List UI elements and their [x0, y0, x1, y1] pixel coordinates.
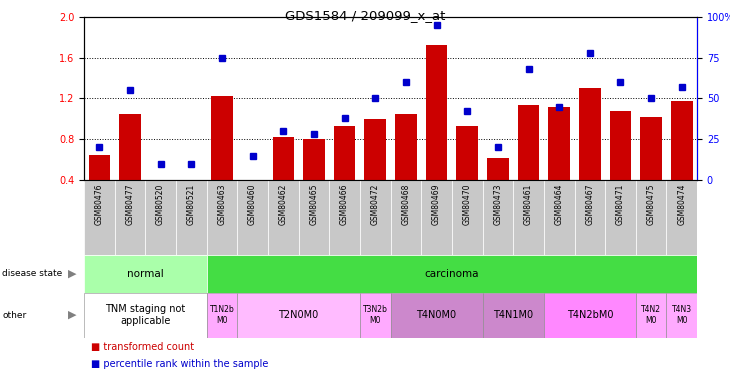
Text: GSM80465: GSM80465 [310, 184, 318, 225]
Text: GSM80521: GSM80521 [187, 184, 196, 225]
Text: GSM80471: GSM80471 [616, 184, 625, 225]
Text: GSM80460: GSM80460 [248, 184, 257, 225]
Text: T3N2b
M0: T3N2b M0 [363, 305, 388, 325]
Text: ■ percentile rank within the sample: ■ percentile rank within the sample [91, 359, 269, 369]
Text: T4N2
M0: T4N2 M0 [641, 305, 661, 325]
Text: T4N1M0: T4N1M0 [493, 310, 533, 320]
Bar [671, 102, 693, 180]
Text: GSM80463: GSM80463 [218, 184, 226, 225]
Bar [84, 255, 207, 292]
Bar [610, 111, 631, 180]
Bar [426, 45, 447, 180]
Bar [272, 137, 294, 180]
Bar [487, 158, 509, 180]
Text: ▶: ▶ [68, 310, 77, 320]
Bar [303, 139, 325, 180]
Text: GSM80468: GSM80468 [402, 184, 410, 225]
Bar [544, 292, 636, 338]
Bar [452, 180, 483, 255]
Text: GSM80477: GSM80477 [126, 184, 134, 225]
Bar [242, 180, 264, 182]
Bar [666, 180, 697, 255]
Text: disease state: disease state [2, 269, 63, 278]
Text: GSM80520: GSM80520 [156, 184, 165, 225]
Bar [211, 96, 233, 180]
Text: T4N2bM0: T4N2bM0 [566, 310, 613, 320]
Text: carcinoma: carcinoma [425, 269, 479, 279]
Text: GSM80473: GSM80473 [493, 184, 502, 225]
Bar [456, 126, 478, 180]
Bar [237, 292, 360, 338]
Bar [483, 292, 544, 338]
Bar [84, 292, 207, 338]
Bar [84, 180, 115, 255]
Text: normal: normal [127, 269, 164, 279]
Text: ▶: ▶ [68, 269, 77, 279]
Bar [329, 180, 360, 255]
Bar [544, 180, 575, 255]
Bar [207, 180, 237, 255]
Bar [180, 180, 202, 182]
Bar [150, 180, 172, 182]
Text: GSM80472: GSM80472 [371, 184, 380, 225]
Bar [391, 180, 421, 255]
Bar [207, 255, 697, 292]
Bar [421, 180, 452, 255]
Text: ■ transformed count: ■ transformed count [91, 342, 194, 352]
Bar [268, 180, 299, 255]
Text: T4N3
M0: T4N3 M0 [672, 305, 692, 325]
Bar [207, 292, 237, 338]
Bar [364, 119, 386, 180]
Bar [575, 180, 605, 255]
Bar [115, 180, 145, 255]
Bar [483, 180, 513, 255]
Text: GSM80470: GSM80470 [463, 184, 472, 225]
Text: TNM staging not
applicable: TNM staging not applicable [105, 304, 185, 326]
Bar [636, 292, 666, 338]
Text: GDS1584 / 209099_x_at: GDS1584 / 209099_x_at [285, 9, 445, 22]
Bar [518, 105, 539, 180]
Text: T1N2b
M0: T1N2b M0 [210, 305, 234, 325]
Text: GSM80475: GSM80475 [647, 184, 656, 225]
Bar [360, 180, 391, 255]
Text: GSM80466: GSM80466 [340, 184, 349, 225]
Text: T2N0M0: T2N0M0 [278, 310, 319, 320]
Bar [88, 154, 110, 180]
Text: GSM80474: GSM80474 [677, 184, 686, 225]
Bar [605, 180, 636, 255]
Bar [636, 180, 666, 255]
Text: GSM80464: GSM80464 [555, 184, 564, 225]
Bar [640, 117, 662, 180]
Bar [666, 292, 697, 338]
Bar [513, 180, 544, 255]
Bar [360, 292, 391, 338]
Text: GSM80467: GSM80467 [585, 184, 594, 225]
Bar [395, 114, 417, 180]
Text: GSM80461: GSM80461 [524, 184, 533, 225]
Bar [391, 292, 483, 338]
Text: GSM80469: GSM80469 [432, 184, 441, 225]
Bar [334, 126, 356, 180]
Bar [145, 180, 176, 255]
Bar [579, 88, 601, 180]
Bar [119, 114, 141, 180]
Bar [237, 180, 268, 255]
Bar [548, 106, 570, 180]
Text: T4N0M0: T4N0M0 [417, 310, 456, 320]
Text: GSM80462: GSM80462 [279, 184, 288, 225]
Bar [176, 180, 207, 255]
Text: GSM80476: GSM80476 [95, 184, 104, 225]
Text: other: other [2, 310, 26, 320]
Bar [299, 180, 329, 255]
